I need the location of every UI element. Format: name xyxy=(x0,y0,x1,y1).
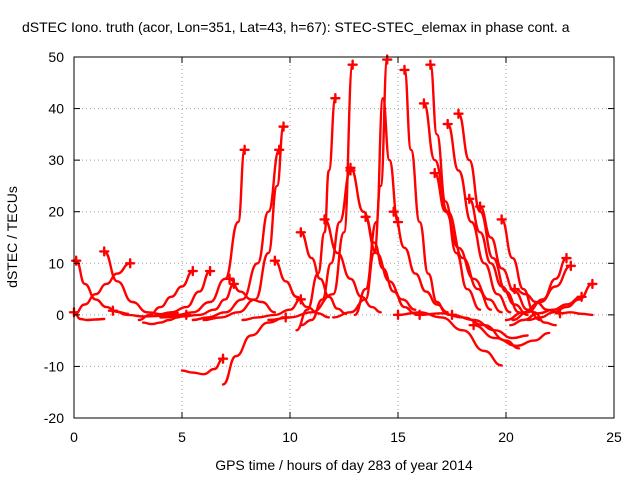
series-trace-41 xyxy=(509,295,583,327)
series-end-marker xyxy=(464,193,475,205)
series-trace-3 xyxy=(72,262,132,317)
series-end-marker xyxy=(399,64,410,76)
series-end-marker xyxy=(474,201,486,212)
x-tick-label: 20 xyxy=(498,429,514,445)
series-trace-9 xyxy=(159,282,235,319)
series-end-marker xyxy=(347,59,358,70)
series-trace-29 xyxy=(429,63,482,311)
series-trace-18 xyxy=(267,63,354,322)
series-trace-21 xyxy=(299,169,352,327)
series-end-marker xyxy=(345,162,356,174)
series-end-marker xyxy=(446,309,458,321)
axis-ticks xyxy=(73,56,615,419)
series-end-marker xyxy=(124,258,136,269)
series-trace-42 xyxy=(504,264,572,322)
series-end-marker xyxy=(453,108,464,119)
series-end-marker xyxy=(319,214,330,225)
y-tick-label: -10 xyxy=(44,358,64,374)
series-trace-11 xyxy=(221,316,287,386)
series-end-marker xyxy=(418,98,430,109)
series-trace-5 xyxy=(111,309,179,318)
series-end-marker xyxy=(509,283,520,295)
series-end-marker xyxy=(204,265,216,277)
series-trace-44 xyxy=(513,287,559,314)
series-trace-24 xyxy=(332,58,389,319)
series-end-marker xyxy=(278,121,289,132)
series-end-marker xyxy=(496,214,507,225)
series-end-marker xyxy=(587,278,598,290)
y-tick-label: 20 xyxy=(48,204,64,220)
series-end-marker xyxy=(269,255,281,266)
y-tick-label: 0 xyxy=(56,307,64,323)
series-trace-1 xyxy=(72,311,106,322)
series-trace-12 xyxy=(176,148,246,317)
series-end-marker xyxy=(224,273,235,284)
y-tick-label: 50 xyxy=(48,49,64,65)
series-trace-34 xyxy=(468,197,529,317)
x-tick-label: 10 xyxy=(282,429,298,445)
series-trace-32 xyxy=(446,122,512,314)
grid-lines xyxy=(74,57,614,418)
series-end-marker xyxy=(429,167,440,179)
series-end-marker xyxy=(388,206,399,217)
y-axis-label: dSTEC / TECUs xyxy=(4,186,20,288)
series-trace-20 xyxy=(299,231,348,315)
series-trace-46 xyxy=(558,311,594,317)
series-trace-30 xyxy=(422,102,493,311)
series-end-marker xyxy=(295,227,306,238)
series-end-marker xyxy=(425,59,436,70)
series-end-marker xyxy=(330,93,341,104)
series-trace-13 xyxy=(191,148,281,322)
series-end-marker xyxy=(468,319,479,331)
series-trace-40 xyxy=(450,313,529,340)
plot-frame xyxy=(73,56,615,419)
series-trace-37 xyxy=(396,311,503,367)
series-end-marker xyxy=(360,211,371,223)
series-end-marker xyxy=(99,246,110,257)
chart-title: dSTEC Iono. truth (acor, Lon=351, Lat=43… xyxy=(22,19,570,35)
axis-tick-labels: 0 5 10 15 20 25 -20 -10 0 10 20 30 40 50 xyxy=(44,49,622,445)
series-trace-39 xyxy=(472,324,551,347)
series-end-marker xyxy=(561,252,572,264)
series-trace-15 xyxy=(241,298,302,322)
x-tick-label: 25 xyxy=(606,429,622,445)
series-trace-27 xyxy=(392,210,449,314)
series-end-marker xyxy=(187,265,198,277)
x-tick-label: 0 xyxy=(70,429,78,445)
series-end-marker xyxy=(274,144,285,156)
series-end-marker xyxy=(565,260,576,272)
series-end-marker xyxy=(107,305,119,316)
series-trace-17 xyxy=(273,259,331,319)
series-trace-28 xyxy=(403,68,447,314)
series-trace-25 xyxy=(353,97,400,317)
y-tick-label: -20 xyxy=(44,410,64,426)
y-tick-label: 40 xyxy=(48,101,64,117)
series-end-marker xyxy=(239,144,250,156)
series-trace-8 xyxy=(154,269,212,317)
series-trace-26 xyxy=(364,215,417,315)
series-end-marker xyxy=(554,308,566,319)
series-trace-23 xyxy=(349,166,417,311)
x-tick-label: 15 xyxy=(390,429,406,445)
series-layer xyxy=(68,54,598,386)
series-trace-7 xyxy=(137,269,194,322)
x-axis-label: GPS time / hours of day 283 of year 2014 xyxy=(215,457,473,473)
series-trace-10 xyxy=(180,357,225,376)
series-end-marker xyxy=(217,353,229,364)
series-trace-16 xyxy=(228,277,277,314)
series-end-marker xyxy=(442,118,453,130)
series-end-marker xyxy=(414,309,425,321)
y-tick-label: 10 xyxy=(48,255,64,271)
y-tick-label: 30 xyxy=(48,152,64,168)
series-trace-19 xyxy=(295,97,337,332)
series-trace-36 xyxy=(500,218,557,327)
series-trace-31 xyxy=(433,171,503,314)
series-trace-22 xyxy=(323,218,382,314)
series-end-marker xyxy=(392,309,404,321)
series-trace-43 xyxy=(511,256,568,322)
x-tick-label: 5 xyxy=(178,429,186,445)
series-trace-4 xyxy=(103,250,179,316)
